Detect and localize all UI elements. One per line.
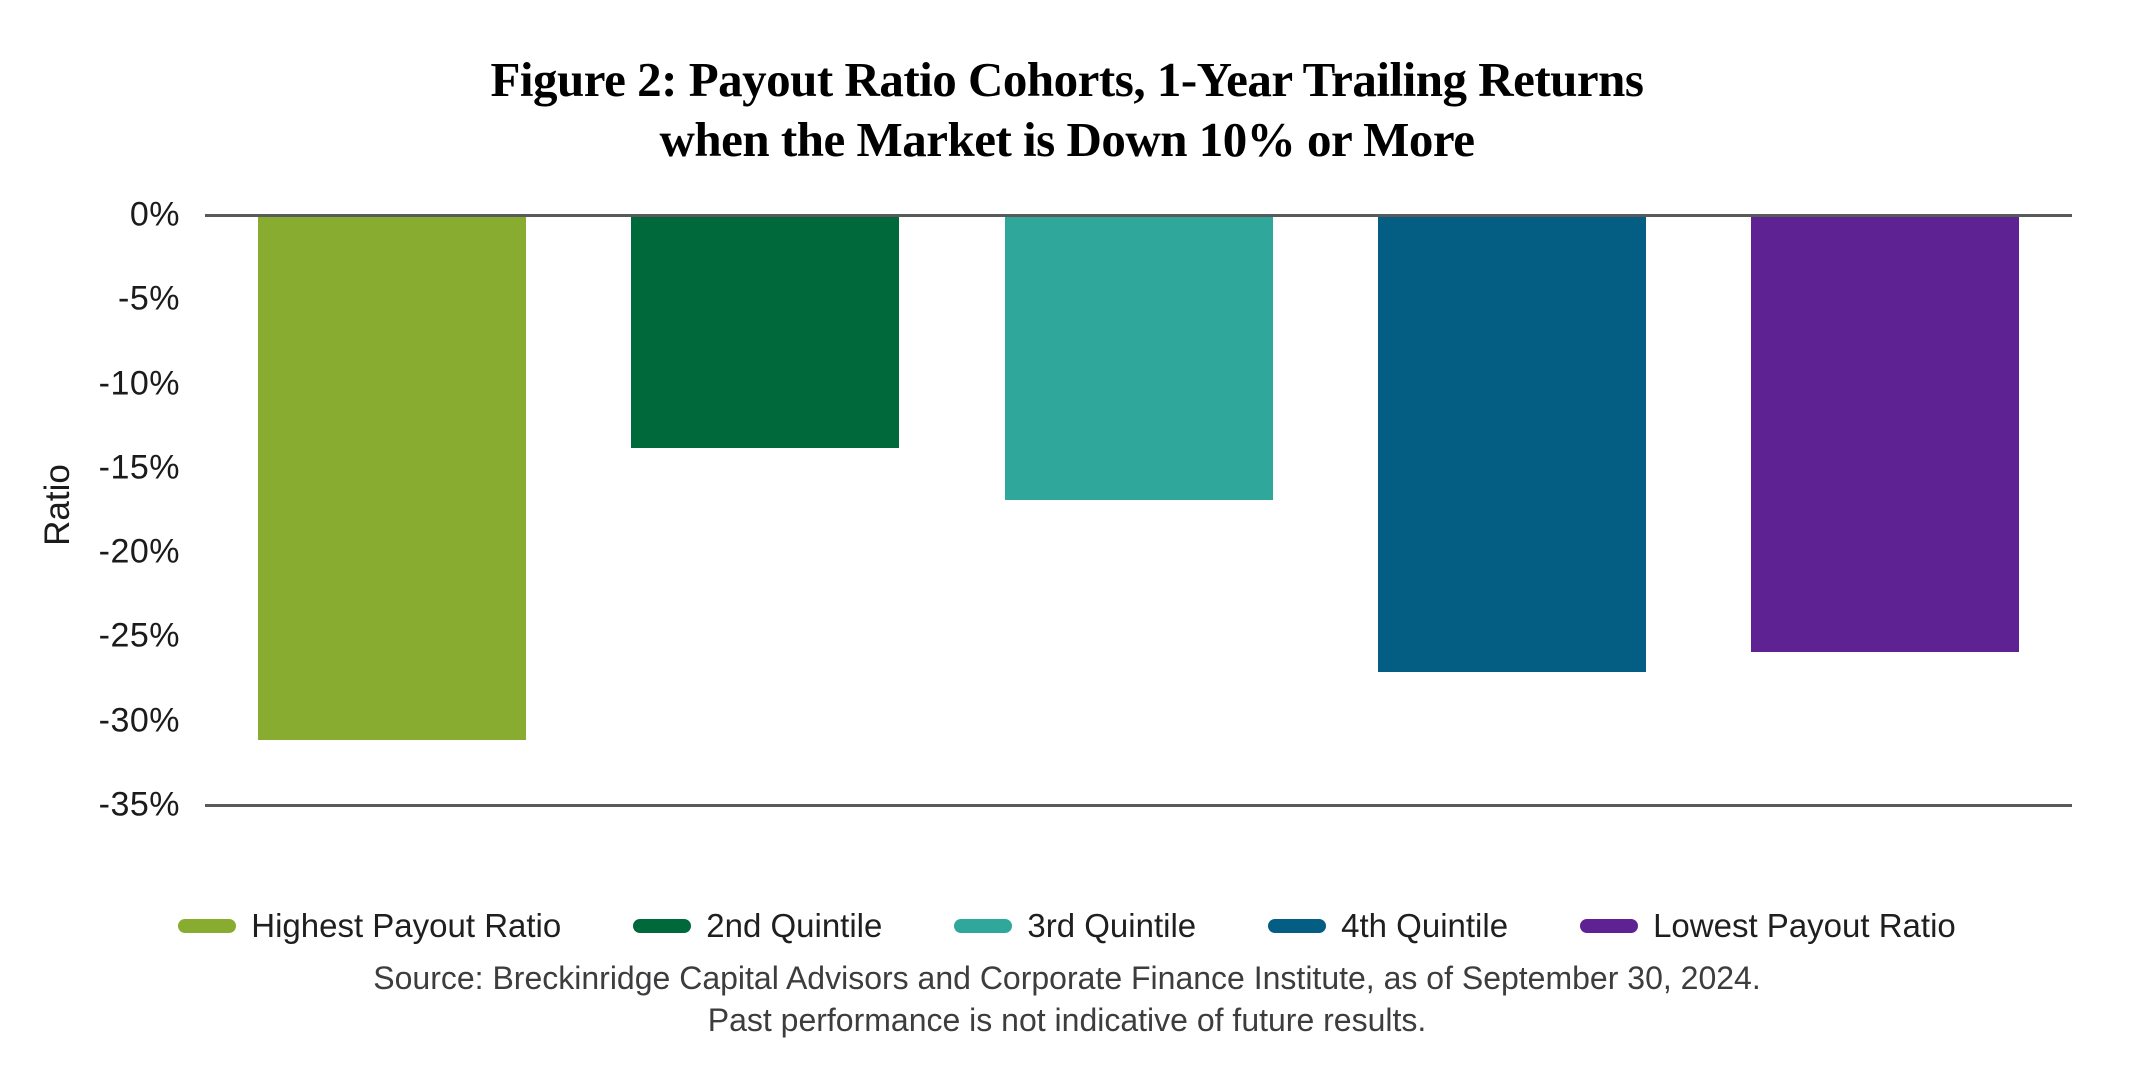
source-text: Source: Breckinridge Capital Advisors an… (373, 960, 1761, 996)
legend-label: Highest Payout Ratio (251, 907, 562, 944)
legend-label: 3rd Quintile (1027, 907, 1197, 944)
legend-swatch-icon (633, 919, 692, 933)
legend-swatch-icon (954, 919, 1013, 933)
y-tick-label: -35% (98, 785, 180, 824)
legend-swatch-icon (1580, 919, 1639, 933)
legend-item: 2nd Quintile (633, 907, 882, 945)
legend-item: Highest Payout Ratio (178, 907, 561, 945)
y-tick-label: -20% (98, 532, 180, 571)
bar-3rd-quintile (1004, 217, 1273, 501)
disclaimer-text: Past performance is not indicative of fu… (707, 1002, 1427, 1038)
plot-area: 0% -5% -10% -15% -20% -25% -30% -35% (99, 196, 2072, 824)
legend-swatch-icon (178, 919, 237, 933)
y-tick-label: 0% (129, 195, 180, 234)
legend-label: 2nd Quintile (706, 907, 883, 944)
legend-item: 4th Quintile (1268, 907, 1508, 945)
legend-item: Lowest Payout Ratio (1580, 907, 1956, 945)
bottom-axis-line (205, 803, 2072, 807)
y-tick-label: -25% (98, 616, 180, 655)
bar-highest-payout-ratio (257, 217, 526, 740)
y-axis-label: Ratio (38, 464, 77, 546)
y-tick-label: -30% (98, 701, 180, 740)
legend-label: 4th Quintile (1341, 907, 1509, 944)
footer: Source: Breckinridge Capital Advisors an… (0, 957, 2134, 1041)
y-tick-label: -10% (98, 364, 180, 403)
legend-swatch-icon (1268, 919, 1327, 933)
bar-4th-quintile (1377, 217, 1646, 673)
chart-title: Figure 2: Payout Ratio Cohorts, 1-Year T… (0, 50, 2134, 170)
bar-2nd-quintile (631, 217, 900, 448)
y-tick-label: -15% (98, 448, 180, 487)
zero-baseline (205, 213, 2072, 217)
legend-item: 3rd Quintile (954, 907, 1196, 945)
legend: Highest Payout Ratio 2nd Quintile 3rd Quin… (0, 907, 2134, 945)
y-tick-label: -5% (118, 279, 180, 318)
chart-title-line1: Figure 2: Payout Ratio Cohorts, 1-Year T… (490, 52, 1644, 107)
chart-title-line2: when the Market is Down 10% or More (659, 112, 1475, 167)
legend-label: Lowest Payout Ratio (1653, 907, 1956, 944)
bar-lowest-payout-ratio (1751, 217, 2020, 652)
